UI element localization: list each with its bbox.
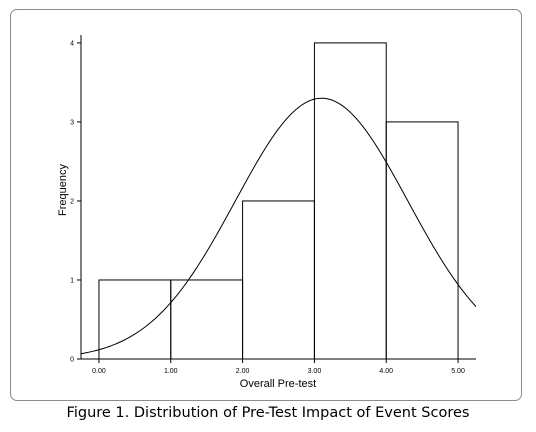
axes-layer [80, 35, 476, 360]
x-tick-label: 4.00 [379, 368, 393, 375]
y-tick-label: 1 [70, 277, 74, 284]
histogram-bar-2 [170, 279, 244, 360]
histogram-bar-1 [98, 279, 172, 360]
normal-curve [80, 97, 477, 355]
bars-layer [98, 42, 459, 360]
x-tick-label: 1.00 [164, 368, 178, 375]
y-tick-label: 0 [70, 357, 74, 364]
x-tick-label: 0.00 [92, 368, 106, 375]
histogram-bar-5 [385, 121, 459, 360]
x-tick-label: 5.00 [451, 368, 465, 375]
chart-frame [10, 9, 522, 401]
histogram-bar-4 [313, 42, 387, 360]
x-axis-title: Overall Pre-test [240, 378, 316, 390]
y-tick-label: 2 [70, 198, 74, 205]
x-tick-label: 3.00 [308, 368, 322, 375]
y-tick-label: 4 [70, 40, 74, 47]
figure-caption: Figure 1. Distribution of Pre-Test Impac… [66, 405, 470, 421]
y-axis-title: Frequency [57, 164, 69, 216]
x-tick-label: 2.00 [236, 368, 250, 375]
histogram-chart: 0.00 1.00 2.00 3.00 4.00 5.00 0 1 2 3 4 Overall Pr… [57, 35, 477, 390]
ticks-layer: 0.00 1.00 2.00 3.00 4.00 5.00 0 1 2 3 4 [70, 40, 465, 375]
histogram-bar-3 [242, 200, 315, 360]
y-tick-label: 3 [70, 119, 74, 126]
